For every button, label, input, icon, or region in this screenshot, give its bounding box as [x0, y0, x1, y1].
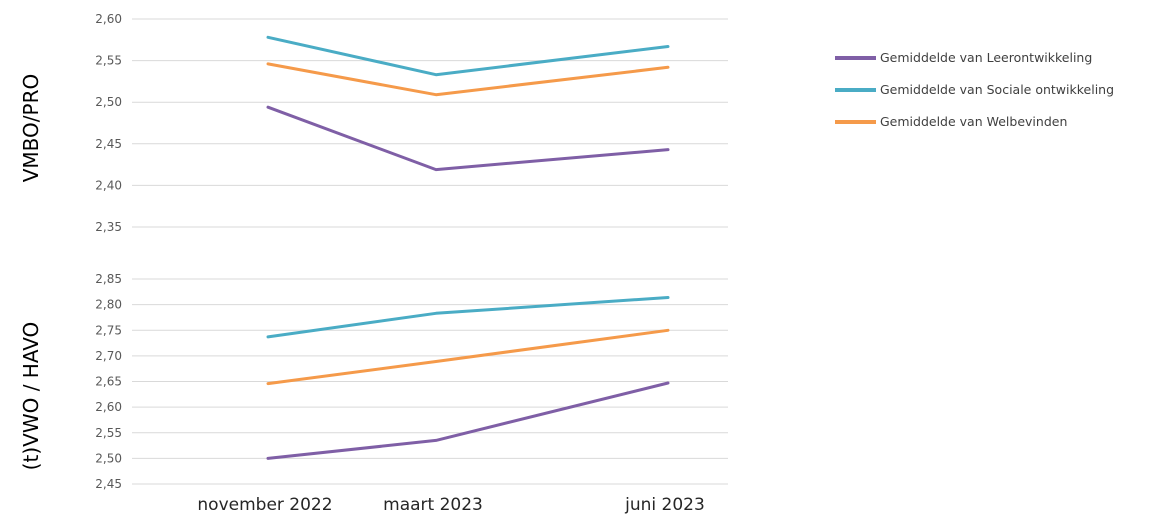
x-axis-labels: november 2022 maart 2023 juni 2023 — [197, 495, 704, 515]
row-label-vmbo: VMBO/PRO — [19, 74, 43, 183]
bottom-y-tick-label: 2,80 — [95, 298, 122, 312]
legend-label-0: Gemiddelde van Leerontwikkeling — [880, 50, 1092, 65]
bottom-chart-panel: 2,45 2,50 2,55 2,60 2,65 2,70 2,75 2,80 2,85 — [95, 272, 728, 491]
row-label-vwo-havo: (t)VWO / HAVO — [19, 322, 43, 471]
bottom-y-tick-label: 2,75 — [95, 323, 122, 337]
top-chart-panel: 2,35 2,40 2,45 2,50 2,55 2,60 — [95, 12, 728, 234]
top-series-line-1 — [266, 35, 670, 77]
top-series-line-0 — [266, 105, 670, 172]
bottom-y-tick-label: 2,70 — [95, 349, 122, 363]
x-tick-label: november 2022 — [197, 495, 332, 515]
top-y-tick-label: 2,60 — [95, 12, 122, 26]
legend: Gemiddelde van Leerontwikkeling Gemiddeld… — [835, 50, 1114, 129]
bottom-y-tick-label: 2,45 — [95, 477, 122, 491]
top-y-tick-label: 2,35 — [95, 220, 122, 234]
top-y-tick-label: 2,45 — [95, 137, 122, 151]
bottom-y-tick-label: 2,50 — [95, 451, 122, 465]
bottom-y-tick-label: 2,85 — [95, 272, 122, 286]
bottom-series-line-0 — [266, 381, 670, 460]
top-y-tick-label: 2,55 — [95, 54, 122, 68]
bottom-y-tick-label: 2,55 — [95, 426, 122, 440]
legend-label-1: Gemiddelde van Sociale ontwikkeling — [880, 82, 1114, 97]
bottom-series-line-1 — [266, 296, 670, 339]
x-tick-label: juni 2023 — [624, 495, 705, 515]
top-series-line-2 — [266, 62, 670, 97]
top-y-tick-label: 2,50 — [95, 95, 122, 109]
x-tick-label: maart 2023 — [383, 495, 483, 515]
bottom-y-tick-label: 2,60 — [95, 400, 122, 414]
bottom-y-tick-label: 2,65 — [95, 375, 122, 389]
legend-label-2: Gemiddelde van Welbevinden — [880, 114, 1067, 129]
top-y-tick-label: 2,40 — [95, 178, 122, 192]
bottom-series-line-2 — [266, 328, 670, 386]
